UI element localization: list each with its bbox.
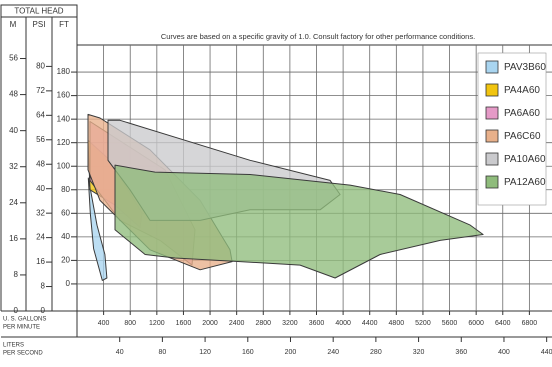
pump-curve-area	[87, 177, 108, 281]
ft-tick-label: 80	[61, 185, 70, 194]
ft-tick-label: 20	[61, 255, 70, 264]
plot-areas	[87, 113, 484, 281]
x2-tick-label: 80	[158, 349, 166, 356]
legend-label: PAV3B60	[504, 62, 546, 73]
axis-header: M	[10, 20, 17, 29]
legend-label: PA12A60	[504, 177, 546, 188]
ft-tick-label: 60	[61, 208, 70, 217]
x2-tick-label: 280	[370, 349, 382, 356]
m-tick-label: 32	[9, 162, 18, 171]
x-tick-label: 400	[98, 320, 110, 327]
legend-swatch	[485, 106, 499, 120]
psi-tick-label: 8	[41, 282, 46, 291]
x2-tick-label: 40	[116, 349, 124, 356]
x2-tick-label: 440	[541, 349, 552, 356]
x2-axis-label: LITERS	[3, 343, 24, 349]
x-tick-label: 4000	[335, 320, 351, 327]
psi-tick-label: 80	[36, 62, 45, 71]
axes: 0204060801001201401601800816243240485664…	[9, 54, 552, 356]
x-tick-label: 6000	[468, 320, 484, 327]
ft-tick-label: 180	[57, 67, 71, 76]
x-tick-label: 4400	[362, 320, 378, 327]
psi-tick-label: 72	[36, 86, 45, 95]
ft-tick-label: 120	[57, 138, 71, 147]
m-tick-label: 56	[9, 54, 18, 63]
x-tick-label: 5200	[415, 320, 431, 327]
m-tick-label: 48	[9, 90, 18, 99]
legend: PAV3B60 PA4A60 PA6A60 PA6C60 PA10A60 PA12A60	[477, 52, 546, 206]
legend-swatch	[485, 60, 499, 74]
psi-tick-label: 0	[41, 306, 46, 315]
x2-tick-label: 200	[285, 349, 297, 356]
legend-label: PA10A60	[504, 154, 546, 165]
x2-tick-label: 120	[199, 349, 211, 356]
psi-tick-label: 16	[36, 257, 45, 266]
x-tick-label: 2400	[229, 320, 245, 327]
legend-label: PA6C60	[504, 131, 541, 142]
x2-tick-label: 360	[455, 349, 467, 356]
m-tick-label: 0	[14, 306, 19, 315]
psi-tick-label: 48	[36, 159, 45, 168]
pump-curve-area	[114, 164, 484, 279]
x2-tick-label: 160	[242, 349, 254, 356]
x2-tick-label: 400	[498, 349, 510, 356]
ft-tick-label: 160	[57, 91, 71, 100]
x-tick-label: 5600	[442, 320, 458, 327]
m-tick-label: 24	[9, 198, 18, 207]
x-tick-label: 6400	[495, 320, 511, 327]
x-axis-label: U. S. GALLONS	[3, 317, 46, 323]
psi-tick-label: 64	[36, 110, 45, 119]
x-tick-label: 2800	[255, 320, 271, 327]
m-tick-label: 8	[14, 270, 19, 279]
x-axis-label: PER MINUTE	[3, 325, 40, 331]
legend-swatch	[485, 83, 499, 97]
psi-tick-label: 40	[36, 184, 45, 193]
x-tick-label: 3200	[282, 320, 298, 327]
legend-label: PA6A60	[504, 108, 540, 119]
x-tick-label: 2000	[202, 320, 218, 327]
ft-tick-label: 100	[57, 161, 71, 170]
head-label: TOTAL HEAD	[14, 7, 63, 16]
x2-tick-label: 320	[413, 349, 425, 356]
legend-label: PA4A60	[504, 85, 540, 96]
x2-axis-label: PER SECOND	[3, 351, 43, 357]
legend-swatch	[485, 129, 499, 143]
x-tick-label: 3600	[309, 320, 325, 327]
legend-swatch	[485, 152, 499, 166]
axis-header: FT	[59, 20, 69, 29]
psi-tick-label: 56	[36, 135, 45, 144]
psi-tick-label: 24	[36, 233, 45, 242]
m-tick-label: 40	[9, 126, 18, 135]
x-tick-label: 800	[124, 320, 136, 327]
ft-tick-label: 0	[66, 279, 71, 288]
x-tick-label: 4800	[389, 320, 405, 327]
ft-tick-label: 40	[61, 232, 70, 241]
m-tick-label: 16	[9, 234, 18, 243]
legend-swatch	[485, 175, 499, 189]
x-tick-label: 1600	[176, 320, 192, 327]
x2-tick-label: 240	[327, 349, 339, 356]
x-tick-label: 6800	[522, 320, 538, 327]
x-tick-label: 1200	[149, 320, 165, 327]
ft-tick-label: 140	[57, 114, 71, 123]
psi-tick-label: 32	[36, 208, 45, 217]
subtitle: Curves are based on a specific gravity o…	[161, 32, 475, 41]
axis-header: PSI	[33, 20, 46, 29]
